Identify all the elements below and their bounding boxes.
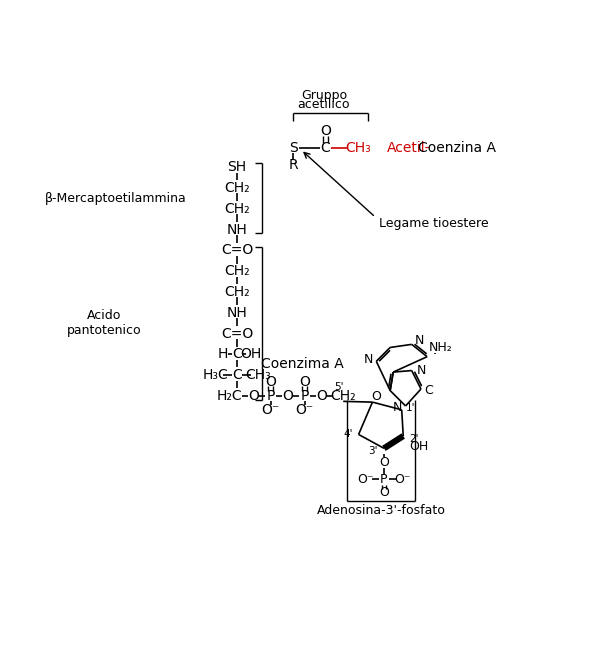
Text: CH₂: CH₂	[330, 389, 356, 403]
Text: 1': 1'	[406, 403, 416, 413]
Text: N: N	[415, 334, 424, 347]
Text: P: P	[300, 389, 309, 403]
Text: NH₂: NH₂	[429, 341, 453, 354]
Text: OH: OH	[409, 440, 428, 453]
Text: O: O	[282, 389, 293, 403]
Text: C: C	[424, 384, 433, 397]
Text: C=O: C=O	[221, 327, 253, 340]
Text: S: S	[289, 141, 297, 155]
Text: O: O	[379, 456, 389, 468]
Text: O⁻: O⁻	[358, 472, 374, 485]
Text: H₂C: H₂C	[217, 389, 242, 403]
Text: N: N	[393, 401, 402, 414]
Text: O: O	[379, 487, 389, 499]
Text: O⁻: O⁻	[296, 403, 314, 417]
Text: Gruppo: Gruppo	[301, 89, 347, 102]
Text: O: O	[371, 390, 381, 403]
Text: NH: NH	[227, 222, 247, 237]
Text: C: C	[320, 141, 330, 155]
Text: OH: OH	[240, 348, 261, 361]
Text: H₃C: H₃C	[202, 368, 228, 382]
Text: Adenosina-3'-fosfato: Adenosina-3'-fosfato	[316, 504, 445, 517]
Text: CH₂: CH₂	[224, 181, 250, 195]
Text: P: P	[380, 472, 388, 485]
Text: O: O	[299, 375, 310, 389]
Text: N: N	[364, 354, 373, 366]
Text: CH₂: CH₂	[224, 202, 250, 216]
Text: Legame tioestere: Legame tioestere	[379, 217, 489, 230]
Text: O⁻: O⁻	[262, 403, 280, 417]
Text: Acido
pantotenico: Acido pantotenico	[67, 309, 142, 337]
Text: O: O	[266, 375, 276, 389]
Text: 4': 4'	[343, 430, 353, 440]
Text: C=O: C=O	[221, 243, 253, 257]
Text: 5': 5'	[335, 382, 344, 392]
Text: Coenzima A: Coenzima A	[261, 357, 344, 371]
Text: C: C	[232, 348, 242, 361]
Text: C: C	[232, 368, 242, 382]
Text: H: H	[218, 348, 228, 361]
Text: O⁻: O⁻	[394, 472, 411, 485]
Text: CH₂: CH₂	[224, 264, 250, 278]
Text: CH₃: CH₃	[346, 141, 372, 155]
Text: 3': 3'	[369, 446, 378, 457]
Text: NH: NH	[227, 306, 247, 319]
Text: R: R	[289, 158, 298, 172]
Text: acetilico: acetilico	[298, 98, 350, 112]
Text: SH: SH	[227, 160, 247, 174]
Text: CH₃: CH₃	[245, 368, 271, 382]
Text: P: P	[267, 389, 275, 403]
Text: O: O	[320, 124, 331, 138]
Text: β-Mercaptoetilammina: β-Mercaptoetilammina	[44, 192, 186, 205]
Text: O: O	[248, 389, 259, 403]
Text: CH₂: CH₂	[224, 285, 250, 299]
Text: Coenzina A: Coenzina A	[418, 141, 496, 155]
Text: N: N	[417, 364, 425, 377]
Text: 2': 2'	[409, 434, 419, 444]
Text: Acetil-: Acetil-	[387, 141, 431, 155]
Text: O: O	[316, 389, 327, 403]
